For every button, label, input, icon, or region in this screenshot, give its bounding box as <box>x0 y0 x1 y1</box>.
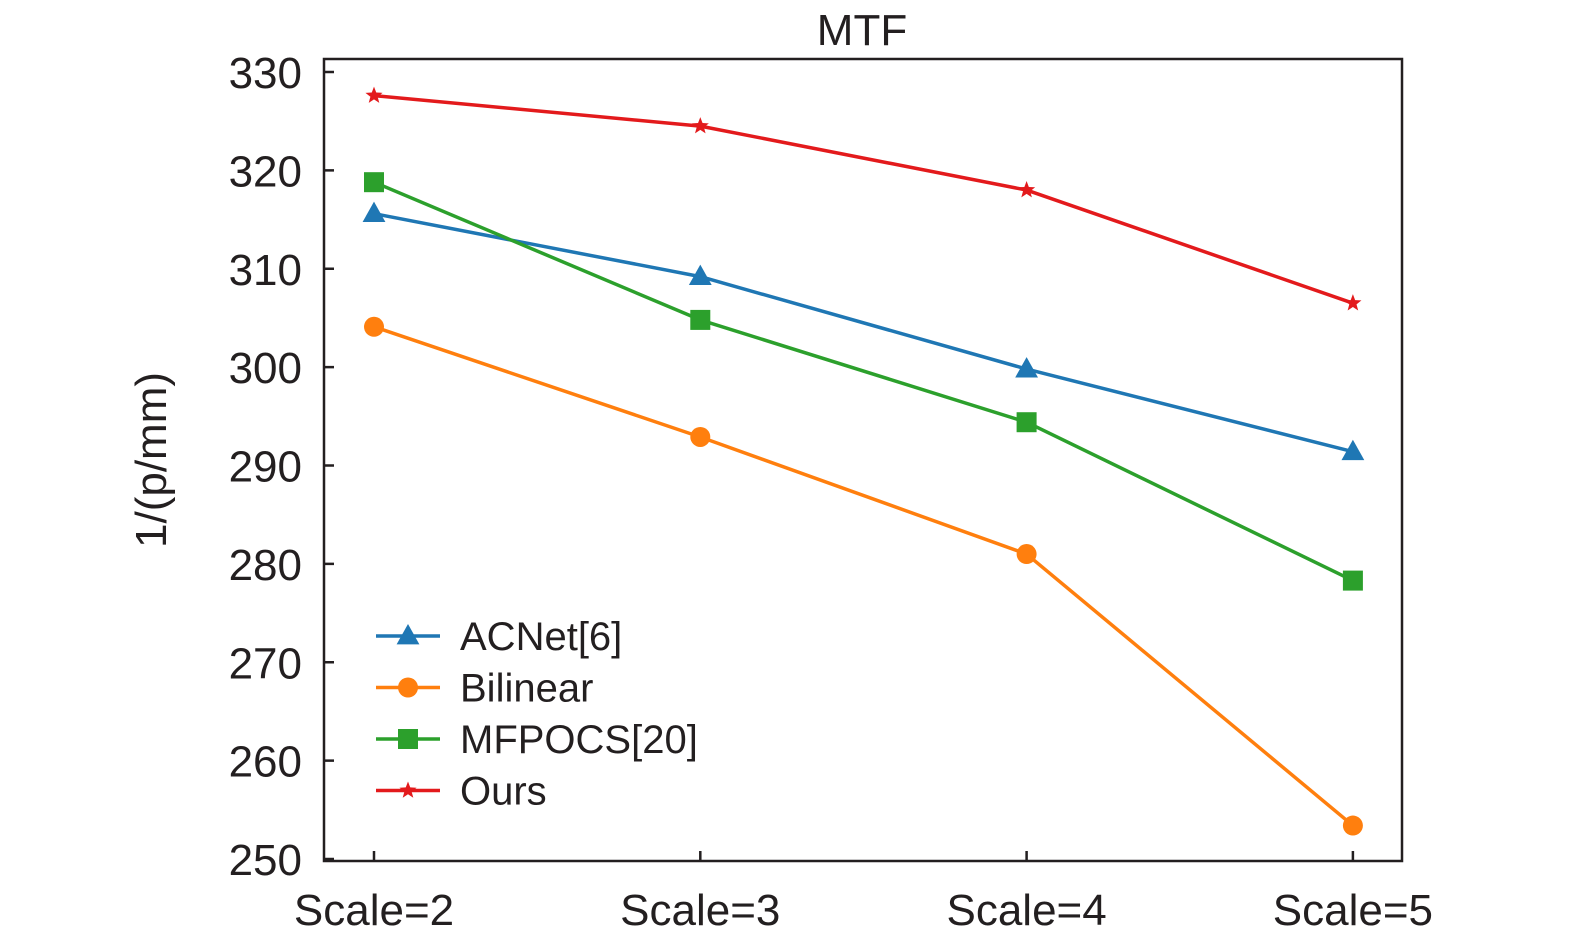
legend-label: MFPOCS[20] <box>460 718 698 762</box>
data-point <box>365 86 383 103</box>
series-layer <box>362 86 1365 836</box>
chart-title: MTF <box>817 6 907 55</box>
y-tick-label: 290 <box>229 443 302 492</box>
data-point <box>690 426 711 447</box>
legend-marker <box>398 677 418 698</box>
data-point <box>364 316 384 337</box>
series-bilinear <box>364 316 1363 836</box>
data-point <box>1342 815 1363 836</box>
series-line <box>373 325 1355 827</box>
legend: ACNet[6] Bilinear MFPOCS[20] Ours <box>376 615 698 814</box>
data-point <box>362 201 386 223</box>
x-tick-label: Scale=4 <box>946 886 1106 935</box>
series-mfpocs-20 <box>364 172 1363 591</box>
legend-item: Ours <box>376 770 547 814</box>
data-point <box>691 117 709 134</box>
y-tick-label: 300 <box>229 344 302 393</box>
y-tick-label: 260 <box>229 738 302 787</box>
x-tick-label: Scale=5 <box>1273 886 1433 935</box>
series-line <box>373 180 1354 583</box>
data-point <box>1016 412 1037 433</box>
series-ours <box>365 86 1362 311</box>
legend-label: Bilinear <box>460 667 593 711</box>
y-tick-label: 330 <box>229 49 302 98</box>
data-point <box>690 309 711 330</box>
legend-marker <box>398 729 418 749</box>
y-tick-label: 250 <box>229 836 302 885</box>
legend-label: Ours <box>460 770 547 814</box>
y-tick-label: 320 <box>229 147 302 196</box>
legend-marker <box>399 781 417 798</box>
legend-item: MFPOCS[20] <box>376 718 698 762</box>
y-tick-label: 310 <box>229 246 302 295</box>
y-axis: 250 260 270 280 290 300 310 320 330 <box>229 49 334 885</box>
data-point <box>364 172 384 193</box>
data-point <box>688 264 712 286</box>
legend-item: Bilinear <box>376 667 593 711</box>
legend-marker <box>396 624 420 645</box>
data-point <box>1016 544 1037 565</box>
data-point <box>1018 181 1036 198</box>
x-axis: Scale=2 Scale=3 Scale=4 Scale=5 <box>294 851 1433 935</box>
data-point <box>1341 439 1365 461</box>
series-line <box>373 211 1354 454</box>
y-axis-title: 1/(p/mm) <box>127 372 176 548</box>
legend-label: ACNet[6] <box>460 615 622 659</box>
data-point <box>1015 357 1038 378</box>
y-tick-label: 280 <box>229 541 302 590</box>
x-tick-label: Scale=3 <box>620 886 780 935</box>
y-tick-label: 270 <box>229 639 302 688</box>
series-line <box>373 93 1354 305</box>
x-tick-label: Scale=2 <box>294 886 454 935</box>
data-point <box>1344 294 1362 311</box>
legend-item: ACNet[6] <box>376 615 622 659</box>
series-acnet-6 <box>362 201 1365 461</box>
plot-frame <box>322 57 1404 863</box>
data-point <box>1342 570 1363 591</box>
